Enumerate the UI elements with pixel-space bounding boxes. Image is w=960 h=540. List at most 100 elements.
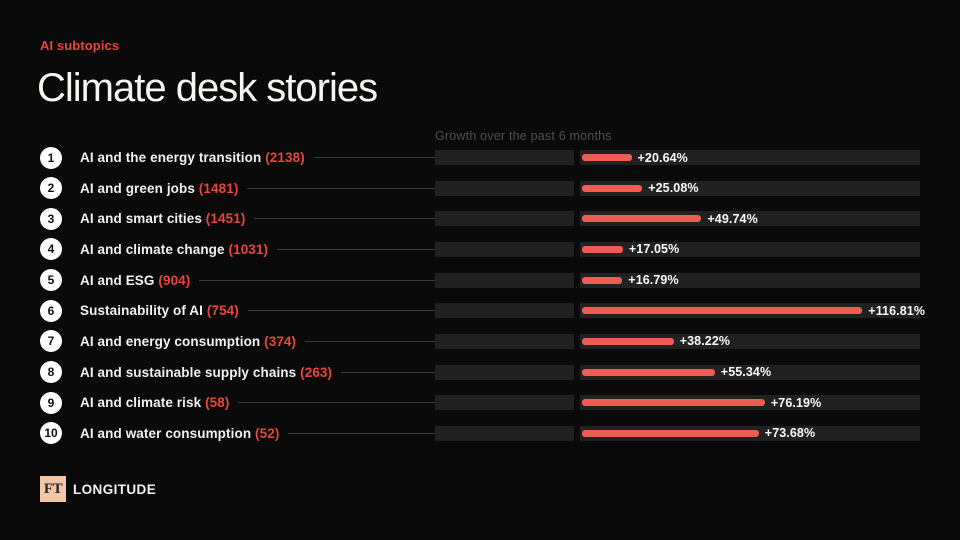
volume-bar-track xyxy=(435,425,574,441)
volume-bar-track xyxy=(435,150,574,165)
rank-badge: 9 xyxy=(40,391,62,414)
rank-badge: 8 xyxy=(40,361,62,384)
chart-row: 5 AI and ESG (904) +16.79% xyxy=(0,268,960,293)
rank-badge: 10 xyxy=(40,422,62,445)
volume-bar-track xyxy=(435,180,574,196)
growth-value-label: +73.68% xyxy=(764,426,816,441)
topic-label: AI and the energy transition xyxy=(80,150,266,165)
topic-label: AI and sustainable supply chains xyxy=(80,364,301,380)
row-label: AI and green jobs (1481) xyxy=(80,181,238,196)
growth-value-label: +16.79% xyxy=(628,273,679,288)
chart-row: 1 AI and the energy transition (2138) +2… xyxy=(0,145,960,170)
growth-bar xyxy=(582,184,643,192)
story-count: (1451) xyxy=(205,211,246,227)
topic-label: AI and climate change xyxy=(80,241,229,257)
chart-row: 2 AI and green jobs (1481) +25.08% xyxy=(0,176,960,201)
growth-bar-track: +38.22% xyxy=(580,333,920,349)
leader-line xyxy=(313,157,435,158)
volume-bar-track xyxy=(435,364,574,380)
row-label: AI and the energy transition (2138) xyxy=(80,150,305,165)
growth-value-label: +76.19% xyxy=(770,395,822,410)
growth-bar-track: +55.34% xyxy=(580,364,920,380)
growth-bar xyxy=(582,429,759,437)
story-count: (904) xyxy=(158,272,191,288)
topic-label: Sustainability of AI xyxy=(80,303,207,319)
volume-bar-track xyxy=(435,211,574,227)
growth-value-label: +49.74% xyxy=(707,211,758,226)
row-label: AI and smart cities (1451) xyxy=(80,211,245,226)
leader-line xyxy=(254,218,435,220)
row-label: AI and energy consumption (374) xyxy=(80,334,296,349)
growth-bar xyxy=(582,154,632,161)
row-label: AI and climate change (1031) xyxy=(80,242,268,257)
chart-row: 6 Sustainability of AI (754) +116.81% xyxy=(0,298,960,323)
growth-value-label: +38.22% xyxy=(679,334,731,349)
growth-bar-track: +20.64% xyxy=(580,150,920,165)
topic-label: AI and smart cities xyxy=(80,211,206,227)
leader-line xyxy=(247,310,435,312)
rank-badge: 7 xyxy=(40,330,62,353)
row-label: Sustainability of AI (754) xyxy=(80,303,239,318)
growth-value-label: +25.08% xyxy=(648,181,699,196)
growth-bar xyxy=(582,276,623,284)
leader-line xyxy=(341,371,435,373)
growth-value-label: +55.34% xyxy=(720,365,772,380)
volume-bar-track xyxy=(435,303,574,319)
volume-bar-track xyxy=(435,272,574,288)
growth-bar-track: +76.19% xyxy=(580,395,920,411)
growth-bar-track: +16.79% xyxy=(580,272,920,288)
chart-row: 4 AI and climate change (1031) +17.05% xyxy=(0,237,960,262)
story-count: (1481) xyxy=(198,180,239,196)
story-count: (1031) xyxy=(228,241,269,257)
growth-bar xyxy=(582,337,674,345)
eyebrow-label: AI subtopics xyxy=(40,38,120,53)
growth-column-header: Growth over the past 6 months xyxy=(435,129,612,143)
chart-row: 3 AI and smart cities (1451) +49.74% xyxy=(0,206,960,231)
growth-bar-track: +49.74% xyxy=(580,211,920,227)
leader-line xyxy=(199,279,435,281)
story-count: (52) xyxy=(255,425,280,441)
story-count: (754) xyxy=(206,303,239,319)
growth-bar xyxy=(582,307,863,315)
rank-badge: 2 xyxy=(40,177,62,200)
story-count: (2138) xyxy=(265,150,305,165)
volume-bar-track xyxy=(435,333,574,349)
topic-label: AI and climate risk xyxy=(80,395,206,411)
growth-value-label: +20.64% xyxy=(637,150,688,165)
growth-bar xyxy=(582,215,702,223)
topic-label: AI and water consumption xyxy=(80,425,256,441)
growth-value-label: +17.05% xyxy=(628,242,680,257)
growth-bar xyxy=(582,399,765,407)
growth-bar-track: +73.68% xyxy=(580,425,920,441)
chart-row: 7 AI and energy consumption (374) +38.22… xyxy=(0,329,960,354)
volume-bar-track xyxy=(435,395,574,411)
chart-row: 10 AI and water consumption (52) +73.68% xyxy=(0,421,960,446)
leader-line xyxy=(247,187,435,189)
topic-label: AI and ESG xyxy=(80,272,159,288)
ft-logo: FT xyxy=(40,476,66,502)
growth-bar-track: +25.08% xyxy=(580,180,920,196)
row-label: AI and water consumption (52) xyxy=(80,426,279,441)
rank-badge: 4 xyxy=(40,238,62,261)
growth-bar-track: +17.05% xyxy=(580,241,920,257)
page-title: Climate desk stories xyxy=(37,66,378,110)
volume-bar-track xyxy=(435,241,574,257)
growth-bar-track: +116.81% xyxy=(580,303,925,319)
topic-label: AI and green jobs xyxy=(80,180,199,196)
rank-badge: 1 xyxy=(40,146,62,169)
growth-value-label: +116.81% xyxy=(868,303,926,318)
rank-badge: 3 xyxy=(40,207,62,230)
chart-row: 8 AI and sustainable supply chains (263)… xyxy=(0,360,960,385)
growth-bar xyxy=(582,245,623,253)
rank-badge: 5 xyxy=(40,269,62,292)
leader-line xyxy=(277,248,435,250)
leader-line xyxy=(238,402,435,404)
brand-name: LONGITUDE xyxy=(73,481,157,497)
row-label: AI and climate risk (58) xyxy=(80,395,229,410)
rank-badge: 6 xyxy=(40,299,62,322)
story-count: (58) xyxy=(205,395,230,411)
leader-line xyxy=(305,340,435,342)
row-label: AI and ESG (904) xyxy=(80,273,190,288)
topic-label: AI and energy consumption xyxy=(80,333,265,349)
